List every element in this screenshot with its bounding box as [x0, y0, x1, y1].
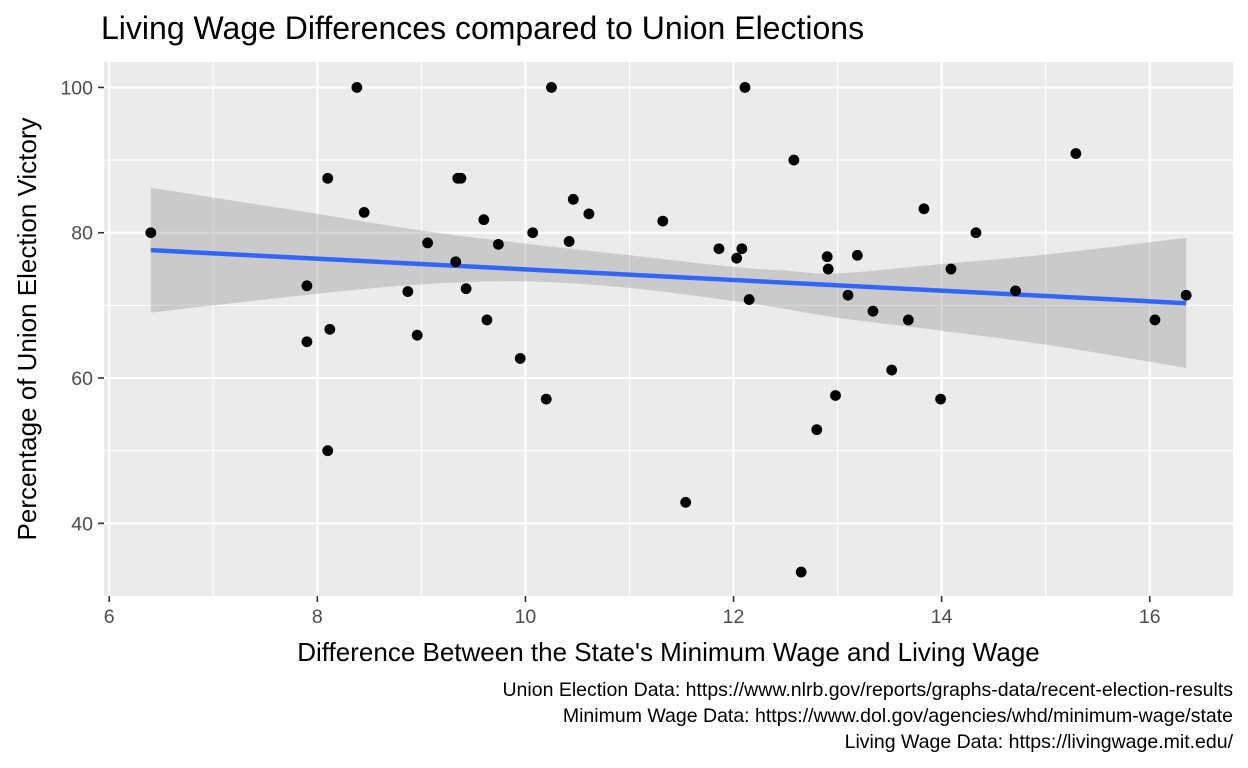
minor-gridlines	[104, 62, 1233, 596]
data-point	[902, 314, 914, 326]
x-tick-label: 8	[312, 606, 323, 628]
data-point	[322, 172, 334, 184]
y-tick-label: 100	[60, 77, 93, 99]
x-tick-label: 16	[1139, 606, 1161, 628]
data-point	[422, 237, 434, 249]
data-points	[145, 82, 1192, 578]
data-point	[851, 249, 863, 261]
data-point	[460, 283, 472, 295]
data-point	[402, 286, 414, 297]
data-point	[481, 314, 493, 326]
data-point	[736, 243, 748, 255]
caption-union-election-source: Union Election Data: https://www.nlrb.go…	[502, 679, 1233, 701]
data-point	[788, 154, 800, 166]
x-tick-label: 14	[931, 606, 953, 628]
x-tick-label: 12	[723, 606, 745, 628]
data-point	[351, 82, 363, 93]
data-point	[1180, 289, 1192, 301]
data-point	[830, 390, 841, 401]
data-point	[821, 251, 833, 263]
data-point	[842, 289, 854, 301]
data-point	[358, 206, 370, 218]
data-point	[145, 227, 157, 239]
data-point	[540, 393, 552, 405]
data-point	[970, 227, 982, 239]
data-point	[945, 263, 957, 275]
caption-minimum-wage-source: Minimum Wage Data: https://www.dol.gov/a…	[562, 705, 1233, 727]
data-point	[886, 364, 898, 376]
data-point	[918, 203, 930, 215]
data-point	[450, 256, 462, 268]
data-point	[324, 323, 336, 335]
data-point	[739, 82, 751, 93]
data-point	[1149, 314, 1161, 326]
y-axis-label: Percentage of Union Election Victory	[12, 118, 42, 541]
data-point	[492, 238, 504, 250]
data-point	[1070, 148, 1082, 159]
data-point	[455, 172, 467, 184]
data-point	[583, 208, 595, 220]
chart-title: Living Wage Differences compared to Unio…	[101, 10, 864, 46]
data-point	[680, 496, 692, 508]
data-point	[322, 445, 334, 457]
data-point	[301, 280, 313, 292]
data-point	[563, 236, 575, 247]
data-point	[546, 82, 557, 93]
data-point	[731, 252, 743, 264]
x-tick-label: 10	[515, 606, 537, 628]
data-point	[527, 227, 539, 239]
data-point	[1010, 285, 1021, 297]
x-axis-label: Difference Between the State's Minimum W…	[297, 637, 1040, 667]
data-point	[514, 353, 526, 364]
x-tick-label: 6	[104, 606, 115, 628]
data-point	[822, 263, 834, 275]
major-gridlines	[104, 62, 1233, 596]
data-point	[935, 393, 947, 405]
data-point	[567, 193, 579, 205]
data-point	[657, 215, 669, 227]
y-tick-label: 40	[71, 513, 93, 535]
data-point	[743, 294, 755, 305]
plot-panel	[104, 62, 1233, 596]
data-point	[301, 336, 313, 348]
y-tick-label: 60	[71, 368, 93, 390]
caption-living-wage-source: Living Wage Data: https://livingwage.mit…	[844, 731, 1233, 753]
axes: 6 8 10 12 14 16 40 60 80 100	[60, 77, 1160, 628]
data-point	[478, 214, 490, 226]
data-point	[795, 566, 807, 578]
y-tick-label: 80	[71, 223, 93, 245]
data-point	[713, 243, 725, 255]
data-point	[867, 305, 879, 317]
data-point	[411, 329, 423, 341]
data-point	[811, 424, 823, 436]
